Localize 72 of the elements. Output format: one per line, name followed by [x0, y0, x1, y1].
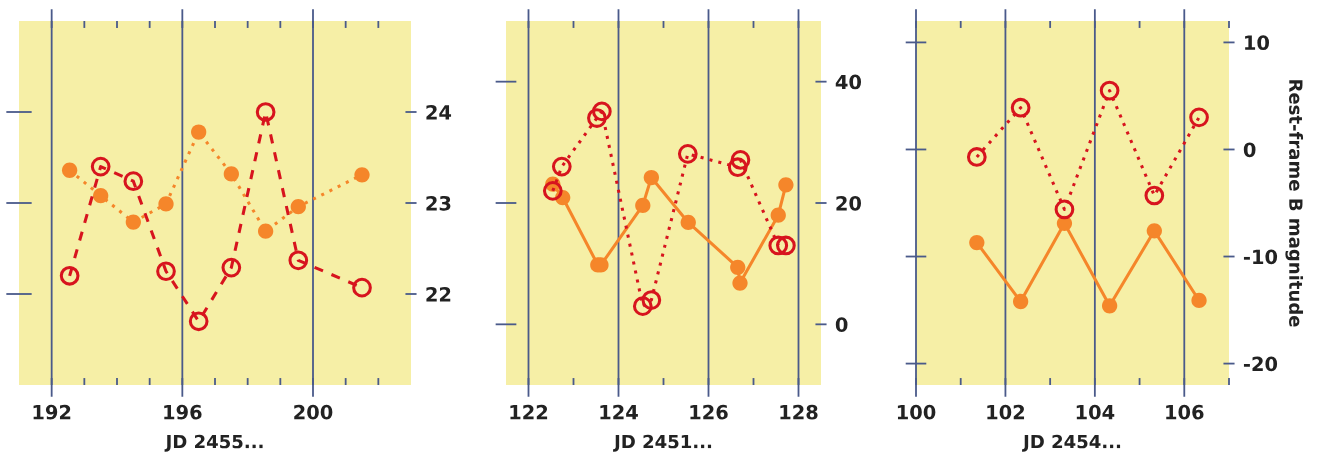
point [732, 275, 748, 291]
point [730, 259, 746, 275]
point [768, 235, 789, 256]
point [542, 181, 563, 201]
y-tick-label: -20 [1243, 356, 1278, 372]
point [90, 156, 111, 177]
point [188, 311, 209, 332]
point [158, 196, 174, 212]
point [1189, 107, 1209, 128]
x-tick-label: 124 [600, 404, 638, 420]
y-tick-label: 40 [835, 74, 862, 90]
x-tick-label: 106 [1166, 404, 1204, 420]
point [1010, 97, 1031, 118]
point [1144, 185, 1165, 206]
point [61, 162, 78, 178]
y-tick-label: 22 [426, 286, 451, 302]
x-tick-label: 122 [510, 404, 548, 420]
y-tick-label: 0 [1243, 142, 1256, 158]
y-tick-label: 24 [426, 104, 452, 120]
point [730, 150, 751, 170]
point [632, 296, 653, 316]
point [727, 157, 748, 178]
point [352, 277, 372, 298]
point [257, 223, 274, 239]
x-tick-label: 192 [33, 404, 71, 420]
point [221, 257, 242, 278]
y-tick-label: 0 [835, 317, 848, 332]
x-tick-label: 126 [690, 404, 728, 420]
point [643, 169, 659, 186]
point [1099, 80, 1120, 101]
point [1012, 293, 1029, 310]
y-tick-label: 20 [836, 195, 862, 211]
x-tick-label: 196 [164, 404, 202, 420]
y-tick-label: -10 [1243, 249, 1278, 265]
x-axis-title: JD 2455... [164, 434, 263, 452]
x-tick-label: 104 [1076, 404, 1115, 420]
point [635, 197, 651, 214]
point [1146, 223, 1162, 239]
y-tick-label: 23 [426, 195, 451, 211]
point [255, 102, 276, 122]
point [123, 171, 144, 192]
x-axis-title: JD 2454... [1022, 434, 1121, 452]
x-tick-label: 128 [780, 404, 818, 420]
point [93, 188, 109, 204]
point [290, 199, 306, 215]
point [770, 207, 786, 223]
point [641, 290, 662, 310]
point [191, 124, 207, 140]
point [1101, 298, 1118, 314]
point [680, 214, 696, 231]
x-tick-label: 200 [294, 404, 333, 420]
point [288, 250, 309, 271]
point [1054, 199, 1075, 220]
x-axis-title: JD 2451... [613, 434, 712, 452]
point [1191, 292, 1207, 309]
point [776, 235, 796, 256]
y-tick-label: 10 [1245, 35, 1270, 51]
point [677, 144, 698, 164]
point [156, 261, 176, 282]
point [778, 177, 794, 193]
point [969, 234, 985, 251]
point [587, 108, 607, 128]
x-tick-label: 102 [987, 404, 1025, 420]
y-axis-title: Rest-frame B magnitude [1285, 80, 1304, 327]
point [551, 156, 572, 177]
point [966, 147, 987, 167]
point [591, 101, 612, 122]
point [354, 167, 370, 183]
point [223, 166, 239, 182]
point [59, 265, 80, 286]
point [125, 214, 141, 230]
x-tick-label: 100 [897, 404, 936, 420]
